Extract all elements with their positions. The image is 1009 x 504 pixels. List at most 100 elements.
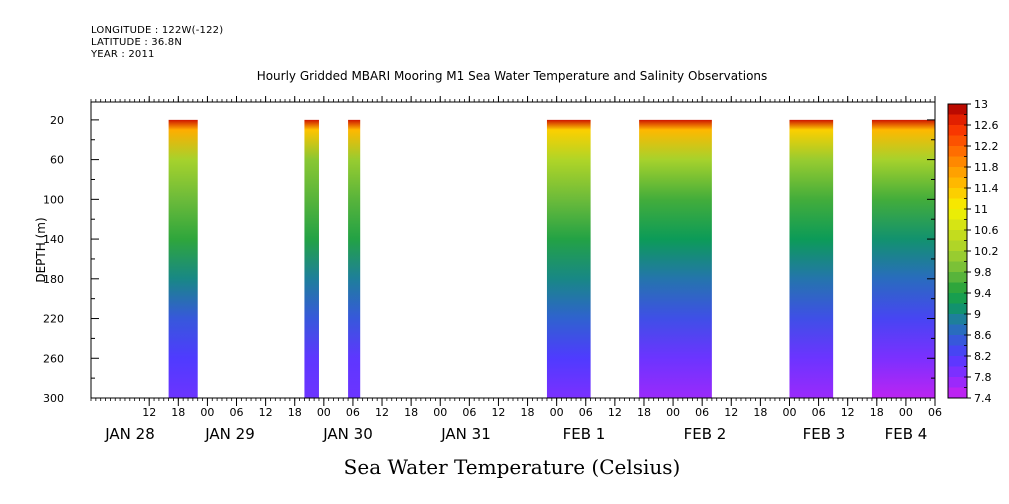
latitude-label: LATITUDE : 36.8N: [91, 37, 183, 48]
colorbar-segment: [948, 272, 967, 283]
colorbar-segment: [948, 209, 967, 220]
longitude-label: LONGITUDE : 122W(-122): [91, 25, 224, 36]
colorbar-tick-label: 12.2: [974, 140, 999, 153]
x-hour-tick-label: 06: [579, 406, 593, 419]
x-axis-title: Sea Water Temperature (Celsius): [344, 455, 681, 479]
colorbar-tick-label: 11.8: [974, 161, 999, 174]
x-hour-tick-label: 18: [404, 406, 418, 419]
colorbar-segment: [948, 356, 967, 367]
x-hour-tick-label: 06: [230, 406, 244, 419]
y-tick-label: 300: [43, 392, 64, 405]
colorbar-segment: [948, 345, 967, 357]
x-hour-tick-label: 18: [171, 406, 185, 419]
x-hour-tick-label: 12: [724, 406, 738, 419]
x-day-label: JAN 28: [104, 425, 155, 443]
colorbar-tick-label: 11.4: [974, 182, 999, 195]
y-tick-label: 180: [43, 273, 64, 286]
colorbar-tick-label: 10.2: [974, 245, 999, 258]
y-axis-label: DEPTH (m): [34, 217, 48, 282]
x-day-label: FEB 4: [885, 425, 928, 443]
x-hour-tick-label: 12: [491, 406, 505, 419]
x-day-label: FEB 3: [803, 425, 846, 443]
colorbar-tick-label: 9.8: [974, 266, 992, 279]
x-hour-tick-label: 00: [782, 406, 796, 419]
x-day-label: JAN 30: [322, 425, 373, 443]
x-hour-tick-label: 00: [550, 406, 564, 419]
colorbar-segment: [948, 156, 967, 168]
colorbar-tick-label: 9.4: [974, 287, 992, 300]
colorbar-segment: [948, 198, 967, 210]
year-label: YEAR : 2011: [91, 49, 155, 60]
colorbar-tick-label: 8.6: [974, 329, 992, 342]
data-block: [546, 119, 591, 398]
x-hour-tick-label: 06: [812, 406, 826, 419]
data-blocks: [168, 119, 935, 398]
data-block: [871, 119, 935, 398]
x-hour-tick-label: 12: [259, 406, 273, 419]
colorbar: 13 12.6 12.2 11.8 11.4 11 10.6 10.2 9.8 9.4 9 8.6 8.…: [947, 98, 999, 405]
colorbar-tick-label: 7.8: [974, 371, 992, 384]
y-tick-label: 260: [43, 352, 64, 365]
x-hour-tick-label: 12: [375, 406, 389, 419]
y-tick-label: 140: [43, 233, 64, 246]
colorbar-tick-label: 10.6: [974, 224, 999, 237]
x-day-label: FEB 1: [563, 425, 606, 443]
chart-title: Hourly Gridded MBARI Mooring M1 Sea Wate…: [257, 69, 768, 83]
data-block: [348, 119, 361, 398]
x-hour-tick-label: 06: [346, 406, 360, 419]
colorbar-segment: [948, 146, 967, 157]
data-block: [789, 119, 834, 398]
y-tick-label: 100: [43, 193, 64, 206]
colorbar-segment: [948, 387, 967, 399]
colorbar-tick-label: 11: [974, 203, 988, 216]
colorbar-tick-label: 9: [974, 308, 981, 321]
colorbar-segment: [948, 114, 967, 126]
colorbar-segment: [948, 366, 967, 378]
x-hour-tick-label: 18: [637, 406, 651, 419]
x-hour-tick-label: 00: [666, 406, 680, 419]
colorbar-tick-label: 7.4: [974, 392, 992, 405]
x-hour-tick-label: 06: [462, 406, 476, 419]
x-hour-tick-label: 00: [200, 406, 214, 419]
colorbar-segment: [948, 282, 967, 294]
colorbar-segment: [948, 125, 967, 136]
x-hour-tick-label: 12: [608, 406, 622, 419]
x-hour-tick-label: 18: [521, 406, 535, 419]
colorbar-segment: [948, 167, 967, 178]
y-tick-label: 20: [50, 114, 64, 127]
data-block: [304, 119, 319, 398]
colorbar-segment: [948, 219, 967, 231]
colorbar-tick-label: 13: [974, 98, 988, 111]
x-hour-tick-label: 00: [899, 406, 913, 419]
colorbar-segment: [948, 251, 967, 262]
colorbar-segment: [948, 261, 967, 273]
data-block: [639, 119, 712, 398]
colorbar-segment: [948, 377, 967, 388]
colorbar-tick-label: 12.6: [974, 119, 999, 132]
x-hour-tick-label: 18: [870, 406, 884, 419]
x-hour-tick-label: 00: [317, 406, 331, 419]
x-hour-tick-label: 06: [695, 406, 709, 419]
x-hour-tick-label: 18: [753, 406, 767, 419]
labels: 12 18 00 06 12 18 00 06 12 18 00 06 12 18 00 06 12 18 00 06…: [34, 69, 942, 479]
x-day-label: FEB 2: [684, 425, 727, 443]
colorbar-segment: [948, 314, 967, 325]
colorbar-tick-label: 8.2: [974, 350, 992, 363]
y-tick-label: 220: [43, 313, 64, 326]
colorbar-segment: [948, 177, 967, 189]
x-hour-tick-label: 06: [928, 406, 942, 419]
y-tick-label: 60: [50, 154, 64, 167]
x-hour-tick-label: 00: [433, 406, 447, 419]
x-hour-tick-label: 12: [841, 406, 855, 419]
x-day-label: JAN 29: [204, 425, 255, 443]
x-hour-tick-label: 12: [142, 406, 156, 419]
colorbar-segment: [948, 135, 967, 147]
colorbar-segment: [948, 104, 967, 115]
colorbar-segment: [948, 293, 967, 304]
colorbar-segment: [948, 335, 967, 346]
colorbar-segment: [948, 240, 967, 252]
colorbar-segment: [948, 188, 967, 199]
x-hour-tick-label: 18: [288, 406, 302, 419]
colorbar-segment: [948, 303, 967, 315]
